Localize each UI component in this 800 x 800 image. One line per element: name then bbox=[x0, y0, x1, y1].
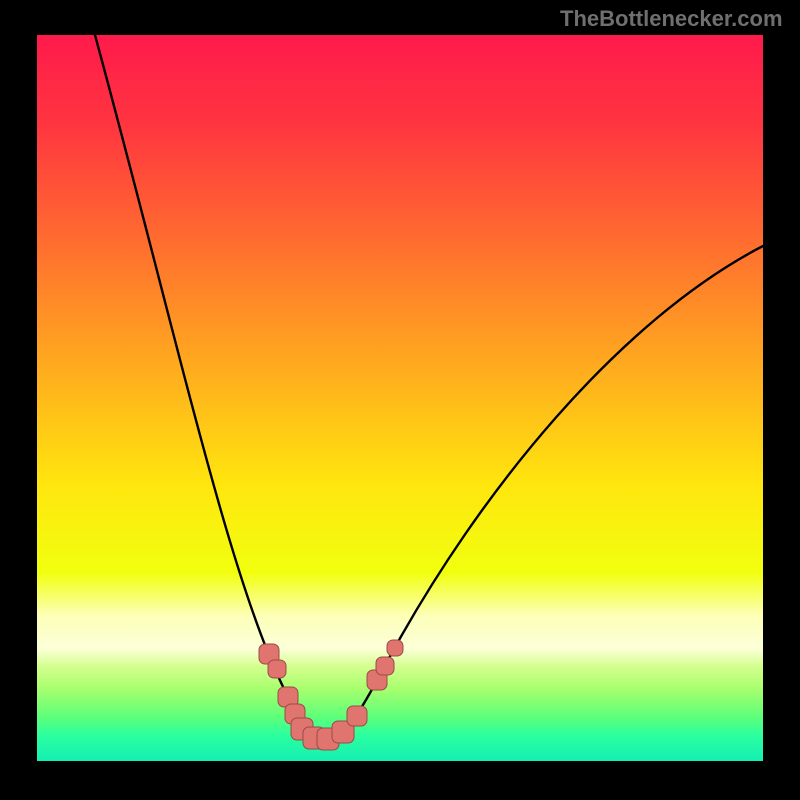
chart-svg bbox=[0, 0, 800, 800]
curve-marker bbox=[376, 657, 394, 675]
curve-marker bbox=[347, 706, 367, 726]
curve-marker bbox=[387, 640, 403, 656]
watermark-text: TheBottlenecker.com bbox=[560, 6, 783, 32]
curve-marker bbox=[268, 660, 286, 678]
